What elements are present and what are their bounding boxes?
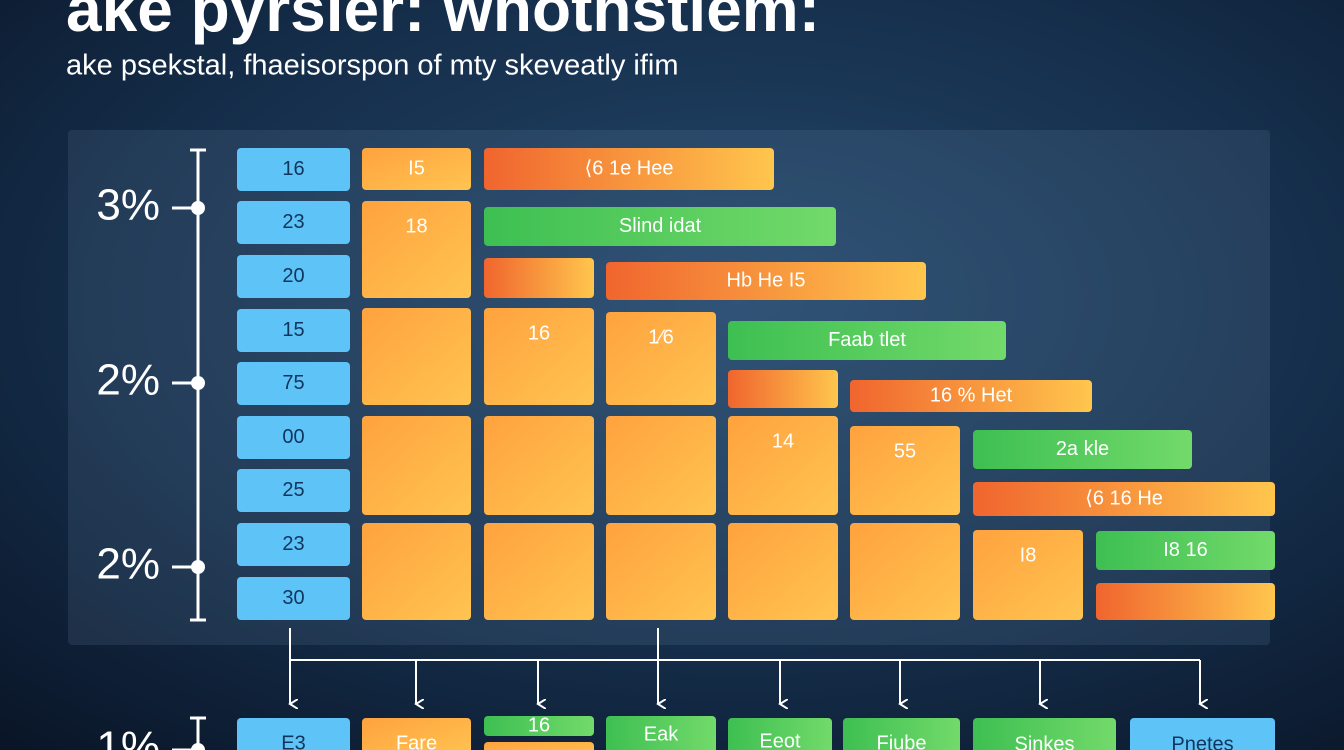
footer-box-label: Fare bbox=[396, 732, 437, 750]
footer-box bbox=[362, 718, 471, 750]
tile bbox=[362, 308, 471, 405]
footer-box bbox=[843, 718, 960, 750]
row-label-box bbox=[237, 577, 350, 620]
tile bbox=[728, 321, 1006, 360]
footer-box-label: Eeot bbox=[759, 730, 801, 750]
tile-label: Hb He I5 bbox=[727, 269, 806, 291]
row-label-box-label: 20 bbox=[282, 265, 304, 287]
row-label-box bbox=[237, 255, 350, 298]
tile-label: 16 bbox=[528, 322, 550, 344]
footer-box bbox=[237, 718, 350, 750]
row-label-box-label: 16 bbox=[282, 158, 304, 180]
row-label-box-label: 75 bbox=[282, 372, 304, 394]
tile bbox=[728, 523, 838, 620]
tile bbox=[850, 380, 1092, 412]
tile bbox=[484, 207, 836, 246]
footer-box bbox=[484, 742, 594, 750]
tile bbox=[362, 148, 471, 190]
subtitle: ake psekstal, fhaeisorspon of mty skevea… bbox=[66, 50, 678, 82]
footer-box bbox=[484, 716, 594, 736]
title: ake pyrsier: whothstiem: bbox=[66, 0, 820, 45]
row-label-box-label: 30 bbox=[282, 587, 304, 609]
items: 16 23 20 15 75 00 25 23 30 I5 ⟨6 1e Hee 18 Slind ida… bbox=[237, 148, 1275, 750]
footer-box bbox=[728, 718, 832, 750]
footer-box bbox=[1130, 718, 1275, 750]
axis-dot bbox=[191, 560, 205, 574]
row-label-box-label: 23 bbox=[282, 533, 304, 555]
row-label-box bbox=[237, 309, 350, 352]
tile bbox=[484, 416, 594, 515]
row-label-box bbox=[237, 148, 350, 191]
axis-label: 2% bbox=[96, 356, 160, 405]
axis-dot bbox=[191, 201, 205, 215]
tile bbox=[606, 262, 926, 300]
tile-label: 55 bbox=[894, 440, 916, 462]
axis-label: 2% bbox=[96, 540, 160, 589]
tile bbox=[973, 530, 1083, 620]
tile-label: 14 bbox=[772, 430, 794, 452]
tile-label: I8 16 bbox=[1163, 539, 1207, 561]
tile bbox=[606, 312, 716, 405]
tile bbox=[728, 416, 838, 515]
axis-dot bbox=[191, 376, 205, 390]
tile bbox=[362, 201, 471, 298]
tile bbox=[362, 523, 471, 620]
footer-box-label: Pnetes bbox=[1171, 733, 1233, 750]
footer-box-label: E3 bbox=[281, 732, 305, 750]
tile bbox=[1096, 531, 1275, 570]
tile-label: I8 bbox=[1020, 544, 1037, 566]
tile bbox=[484, 308, 594, 405]
axis bbox=[172, 148, 206, 750]
axis-label: 1% bbox=[96, 723, 160, 750]
row-label-box bbox=[237, 523, 350, 566]
row-label-box-label: 25 bbox=[282, 479, 304, 501]
tile bbox=[606, 416, 716, 515]
row-label-box-label: 15 bbox=[282, 319, 304, 341]
axis-label: 3% bbox=[96, 181, 160, 230]
tile bbox=[362, 416, 471, 515]
tile bbox=[973, 430, 1192, 469]
footer-box-label: Sinkes bbox=[1014, 733, 1074, 750]
tile-label: Faab tlet bbox=[828, 329, 906, 351]
tile bbox=[850, 523, 960, 620]
axis-dot bbox=[191, 743, 205, 750]
tile-label: Slind idat bbox=[619, 215, 702, 237]
arrows bbox=[290, 628, 1200, 704]
footer-box bbox=[606, 716, 716, 750]
row-label-box bbox=[237, 469, 350, 512]
row-label-box-label: 23 bbox=[282, 211, 304, 233]
tile bbox=[484, 258, 594, 298]
row-label-box bbox=[237, 201, 350, 244]
tile bbox=[728, 370, 838, 408]
tile bbox=[973, 482, 1275, 516]
footer-box bbox=[973, 718, 1116, 750]
footer-box-label: Fiube bbox=[876, 732, 926, 750]
tile-label: 16 % Het bbox=[930, 384, 1013, 406]
tile-label: ⟨6 16 He bbox=[1085, 487, 1163, 509]
row-label-box bbox=[237, 362, 350, 405]
tile bbox=[484, 148, 774, 190]
tile bbox=[850, 426, 960, 515]
tile-label: 2a kle bbox=[1056, 438, 1109, 460]
tile-label: I5 bbox=[408, 157, 425, 179]
tile bbox=[484, 523, 594, 620]
tile-label: 18 bbox=[405, 215, 427, 237]
footer-box-label: 16 bbox=[528, 714, 550, 736]
tile-label: 1⁄6 bbox=[648, 326, 674, 348]
footer-box-label: Eak bbox=[644, 723, 679, 745]
tile bbox=[606, 523, 716, 620]
row-label-box bbox=[237, 416, 350, 459]
tile bbox=[1096, 583, 1275, 620]
row-label-box-label: 00 bbox=[282, 426, 304, 448]
tile-label: ⟨6 1e Hee bbox=[585, 157, 674, 179]
